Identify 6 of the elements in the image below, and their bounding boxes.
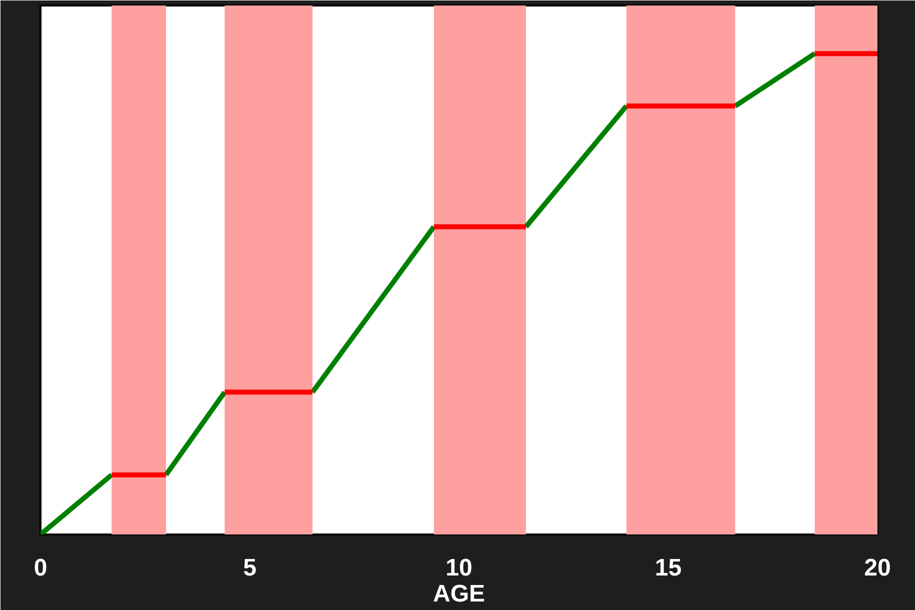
x-tick-label: 15 — [654, 554, 682, 582]
x-tick-label: 0 — [34, 554, 48, 582]
x-axis-title: AGE — [432, 580, 486, 608]
x-tick-label: 5 — [243, 554, 256, 582]
x-tick-label: 10 — [446, 554, 472, 582]
x-tick-label: 20 — [864, 554, 891, 582]
